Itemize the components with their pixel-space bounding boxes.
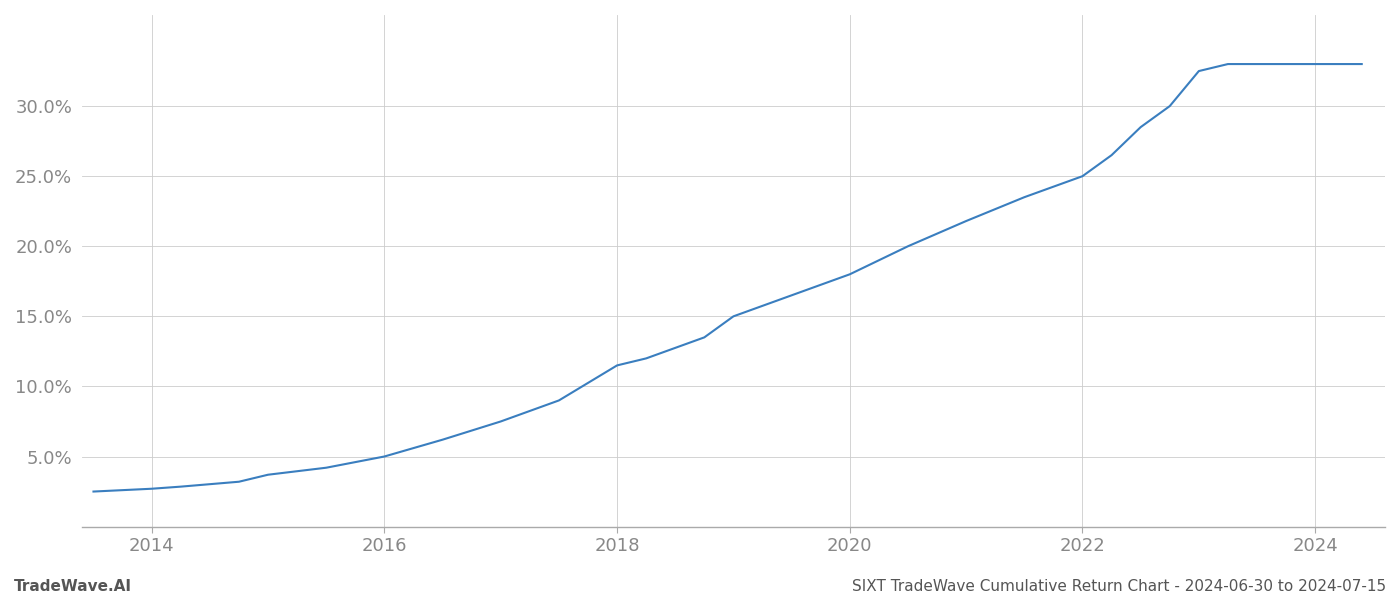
Text: SIXT TradeWave Cumulative Return Chart - 2024-06-30 to 2024-07-15: SIXT TradeWave Cumulative Return Chart -… — [851, 579, 1386, 594]
Text: TradeWave.AI: TradeWave.AI — [14, 579, 132, 594]
